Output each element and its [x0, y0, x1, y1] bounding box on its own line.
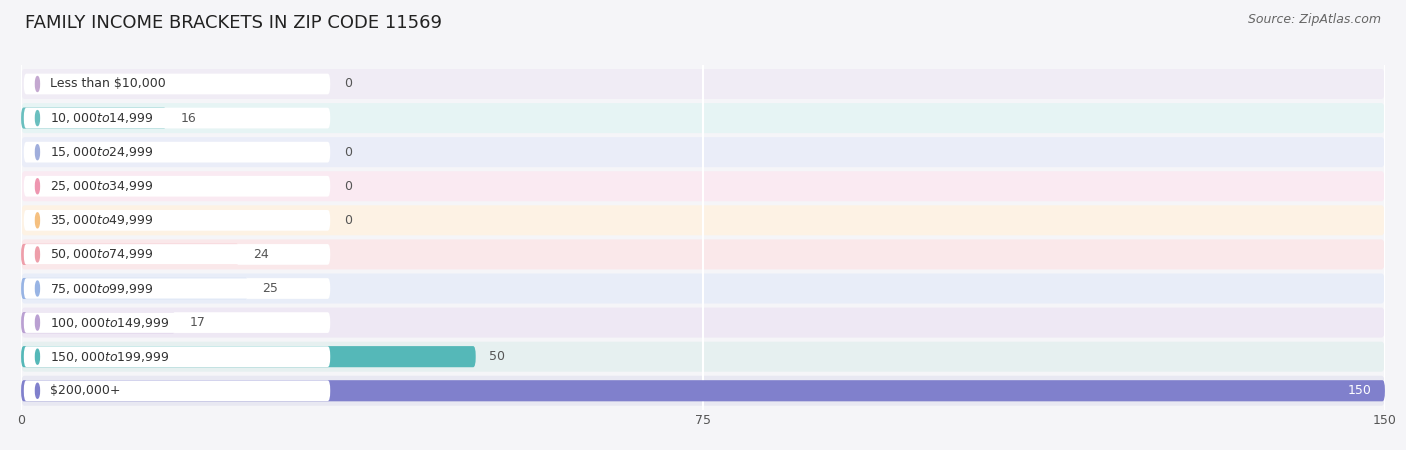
- Circle shape: [35, 315, 39, 330]
- Text: 25: 25: [262, 282, 278, 295]
- Text: $15,000 to $24,999: $15,000 to $24,999: [51, 145, 153, 159]
- FancyBboxPatch shape: [21, 103, 1385, 133]
- Circle shape: [35, 281, 39, 296]
- FancyBboxPatch shape: [21, 342, 1385, 372]
- FancyBboxPatch shape: [24, 176, 330, 197]
- Text: 17: 17: [190, 316, 205, 329]
- Text: $50,000 to $74,999: $50,000 to $74,999: [51, 248, 153, 261]
- Circle shape: [35, 383, 39, 398]
- FancyBboxPatch shape: [24, 210, 330, 231]
- FancyBboxPatch shape: [24, 108, 330, 128]
- Text: Less than $10,000: Less than $10,000: [51, 77, 166, 90]
- Text: $75,000 to $99,999: $75,000 to $99,999: [51, 282, 153, 296]
- FancyBboxPatch shape: [24, 244, 330, 265]
- FancyBboxPatch shape: [21, 308, 1385, 338]
- Circle shape: [35, 111, 39, 126]
- FancyBboxPatch shape: [21, 108, 166, 129]
- FancyBboxPatch shape: [21, 239, 1385, 270]
- FancyBboxPatch shape: [21, 376, 1385, 406]
- FancyBboxPatch shape: [24, 312, 330, 333]
- FancyBboxPatch shape: [24, 278, 330, 299]
- Circle shape: [35, 179, 39, 194]
- FancyBboxPatch shape: [24, 346, 330, 367]
- Circle shape: [35, 247, 39, 262]
- Text: 0: 0: [344, 146, 352, 159]
- Circle shape: [35, 213, 39, 228]
- FancyBboxPatch shape: [21, 278, 249, 299]
- Text: 150: 150: [1347, 384, 1371, 397]
- Text: 16: 16: [180, 112, 195, 125]
- Text: $100,000 to $149,999: $100,000 to $149,999: [51, 315, 170, 329]
- Text: Source: ZipAtlas.com: Source: ZipAtlas.com: [1247, 14, 1381, 27]
- Text: 0: 0: [344, 180, 352, 193]
- Text: 0: 0: [344, 214, 352, 227]
- FancyBboxPatch shape: [24, 142, 330, 162]
- Text: $200,000+: $200,000+: [51, 384, 121, 397]
- FancyBboxPatch shape: [24, 380, 330, 401]
- FancyBboxPatch shape: [21, 346, 475, 367]
- FancyBboxPatch shape: [21, 244, 239, 265]
- Text: $150,000 to $199,999: $150,000 to $199,999: [51, 350, 170, 364]
- Text: $35,000 to $49,999: $35,000 to $49,999: [51, 213, 153, 227]
- Text: FAMILY INCOME BRACKETS IN ZIP CODE 11569: FAMILY INCOME BRACKETS IN ZIP CODE 11569: [25, 14, 443, 32]
- Circle shape: [35, 349, 39, 364]
- FancyBboxPatch shape: [21, 274, 1385, 303]
- FancyBboxPatch shape: [21, 312, 176, 333]
- FancyBboxPatch shape: [21, 69, 1385, 99]
- Text: 24: 24: [253, 248, 269, 261]
- Circle shape: [35, 76, 39, 91]
- Text: 50: 50: [489, 350, 505, 363]
- FancyBboxPatch shape: [21, 380, 1385, 401]
- Text: $10,000 to $14,999: $10,000 to $14,999: [51, 111, 153, 125]
- FancyBboxPatch shape: [21, 171, 1385, 201]
- Text: $25,000 to $34,999: $25,000 to $34,999: [51, 179, 153, 193]
- Circle shape: [35, 144, 39, 160]
- FancyBboxPatch shape: [24, 74, 330, 94]
- Text: 0: 0: [344, 77, 352, 90]
- FancyBboxPatch shape: [21, 205, 1385, 235]
- FancyBboxPatch shape: [21, 137, 1385, 167]
